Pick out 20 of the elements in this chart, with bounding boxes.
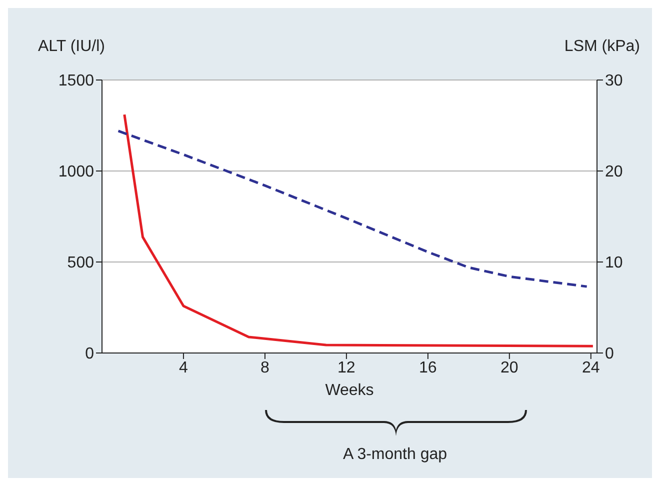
text: A 3-month gap [342, 446, 448, 464]
y-tick-label: 500 [67, 254, 94, 272]
x-tick-label: 24 [582, 359, 600, 376]
y-tick-label: 1000 [58, 164, 94, 181]
x-axis-title: Weeks [325, 382, 374, 399]
x-tick-label: 4 [179, 359, 188, 376]
line-series [117, 130, 588, 288]
x-tick-label: 12 [338, 359, 356, 376]
x-tick-label: 20 [500, 359, 518, 376]
line-series [123, 113, 594, 348]
y2-tick-label: 30 [605, 72, 623, 90]
x-tick-label: 8 [260, 359, 270, 376]
y2-axis-title: LSM (kPa) [564, 38, 640, 56]
x-tick-label: 16 [419, 359, 437, 376]
y2-tick-label: 0 [605, 346, 614, 363]
y-tick-label: 1500 [58, 72, 94, 90]
y2-tick-label: 10 [605, 254, 623, 272]
y-axis-title: ALT (IU/l) [38, 38, 105, 56]
y2-tick-label: 20 [605, 164, 623, 181]
y-tick-label: 0 [85, 346, 94, 363]
